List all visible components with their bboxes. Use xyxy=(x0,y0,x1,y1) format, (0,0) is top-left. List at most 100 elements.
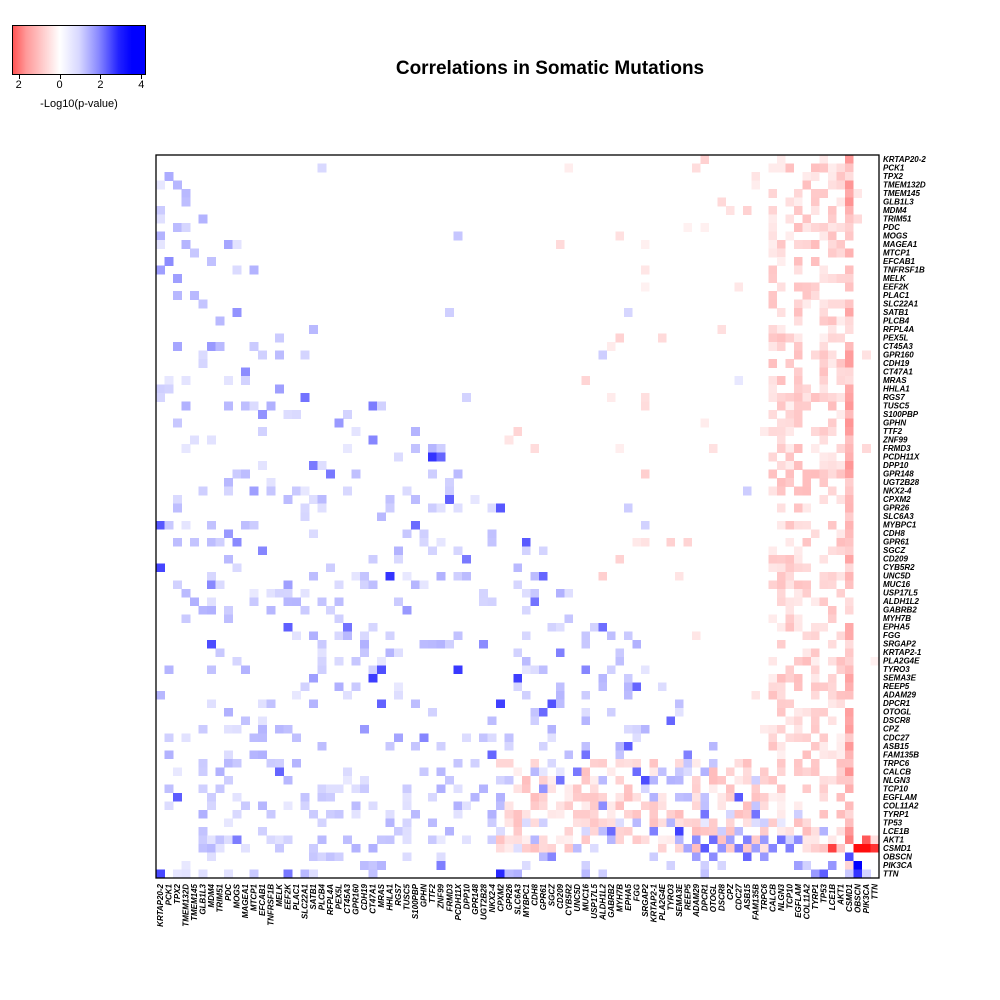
heatmap-cell xyxy=(776,673,786,683)
row-label: CPXM2 xyxy=(883,495,911,504)
heatmap-cell xyxy=(836,843,846,853)
heatmap-cell xyxy=(691,801,701,811)
row-label: TMEM132D xyxy=(883,180,926,189)
heatmap-cell xyxy=(530,835,540,845)
col-label: RGS7 xyxy=(394,883,403,905)
heatmap-cell xyxy=(802,588,812,598)
heatmap-cell xyxy=(275,350,284,360)
heatmap-cell xyxy=(317,503,327,513)
heatmap-cell xyxy=(564,843,574,853)
heatmap-cell xyxy=(207,257,216,266)
heatmap-cell xyxy=(615,835,625,845)
heatmap-cell xyxy=(351,784,361,794)
heatmap-cell xyxy=(453,631,463,641)
heatmap-cell xyxy=(538,741,548,751)
heatmap-cell xyxy=(725,818,735,828)
heatmap-cell xyxy=(725,206,735,215)
heatmap-cell xyxy=(844,869,854,879)
heatmap-cell xyxy=(215,835,225,845)
col-label: TYRP1 xyxy=(811,883,820,909)
heatmap-cell xyxy=(504,835,514,845)
heatmap-cell xyxy=(207,571,216,581)
heatmap-cell xyxy=(564,588,574,598)
heatmap-cell xyxy=(683,758,693,768)
col-label: SEMA3E xyxy=(675,883,684,917)
heatmap-cell xyxy=(810,656,820,666)
heatmap-cell xyxy=(530,801,540,811)
heatmap-cell xyxy=(793,316,803,326)
heatmap-cell xyxy=(785,614,795,624)
row-label: RFPL4A xyxy=(883,325,914,334)
heatmap-cell xyxy=(385,809,395,819)
heatmap-cell xyxy=(428,835,437,845)
heatmap-cell xyxy=(836,163,846,173)
heatmap-cell xyxy=(751,818,761,828)
heatmap-cell xyxy=(581,835,591,845)
heatmap-cell xyxy=(215,342,225,351)
col-label: NKX2-4 xyxy=(488,883,497,912)
heatmap-cell xyxy=(623,682,633,692)
heatmap-cell xyxy=(317,818,327,828)
heatmap-cell xyxy=(742,835,752,845)
heatmap-cell xyxy=(530,707,540,717)
col-label: CDH19 xyxy=(360,883,369,910)
heatmap-cell xyxy=(776,308,786,317)
heatmap-cell xyxy=(504,435,514,445)
heatmap-cell xyxy=(810,206,820,215)
heatmap-cell xyxy=(844,495,854,504)
heatmap-cell xyxy=(623,308,633,317)
heatmap-cell xyxy=(649,792,659,802)
heatmap-cell xyxy=(700,843,710,853)
heatmap-cell xyxy=(734,376,744,385)
heatmap-cell xyxy=(776,376,786,385)
heatmap-cell xyxy=(785,580,795,590)
row-label: AKT1 xyxy=(882,835,904,844)
heatmap-cell xyxy=(300,350,310,360)
heatmap-cell xyxy=(793,614,803,624)
heatmap-cell xyxy=(793,444,803,453)
heatmap-cell xyxy=(300,792,310,802)
heatmap-cell xyxy=(836,656,846,666)
heatmap-cell xyxy=(734,282,744,292)
heatmap-cell xyxy=(479,733,488,743)
heatmap-cell xyxy=(292,758,301,768)
heatmap-cell xyxy=(164,172,174,181)
heatmap-cell xyxy=(793,860,803,870)
heatmap-cell xyxy=(241,665,250,675)
row-label: PCDH11X xyxy=(883,453,920,462)
heatmap-cell xyxy=(598,792,608,802)
heatmap-cell xyxy=(802,486,812,496)
heatmap-cell xyxy=(844,265,854,275)
heatmap-cell xyxy=(632,818,642,828)
heatmap-cell xyxy=(436,767,446,777)
heatmap-cell xyxy=(530,818,540,828)
heatmap-cell xyxy=(810,690,820,700)
heatmap-cell xyxy=(436,741,446,751)
heatmap-cell xyxy=(513,767,523,777)
heatmap-cell xyxy=(802,520,812,530)
heatmap-cell xyxy=(207,665,216,675)
heatmap-cell xyxy=(513,648,523,658)
heatmap-cell xyxy=(275,333,284,343)
heatmap-cell xyxy=(776,818,786,828)
heatmap-cell xyxy=(844,529,854,539)
heatmap-cell xyxy=(368,435,378,445)
heatmap-cell xyxy=(241,520,250,530)
heatmap-cell xyxy=(768,240,778,249)
heatmap-cell xyxy=(844,520,854,530)
heatmap-cell xyxy=(496,792,505,802)
heatmap-cell xyxy=(589,775,599,785)
heatmap-cell xyxy=(768,410,778,419)
heatmap-cell xyxy=(640,401,650,411)
heatmap-cell xyxy=(181,240,191,249)
heatmap-cell xyxy=(623,792,633,802)
heatmap-cell xyxy=(555,622,565,632)
heatmap-cell xyxy=(827,843,837,853)
heatmap-cell xyxy=(581,750,591,760)
heatmap-cell xyxy=(802,843,812,853)
heatmap-cell xyxy=(785,665,795,675)
heatmap-cell xyxy=(164,520,174,530)
heatmap-cell xyxy=(844,418,854,428)
heatmap-cell xyxy=(513,835,523,845)
heatmap-cell xyxy=(793,724,803,734)
